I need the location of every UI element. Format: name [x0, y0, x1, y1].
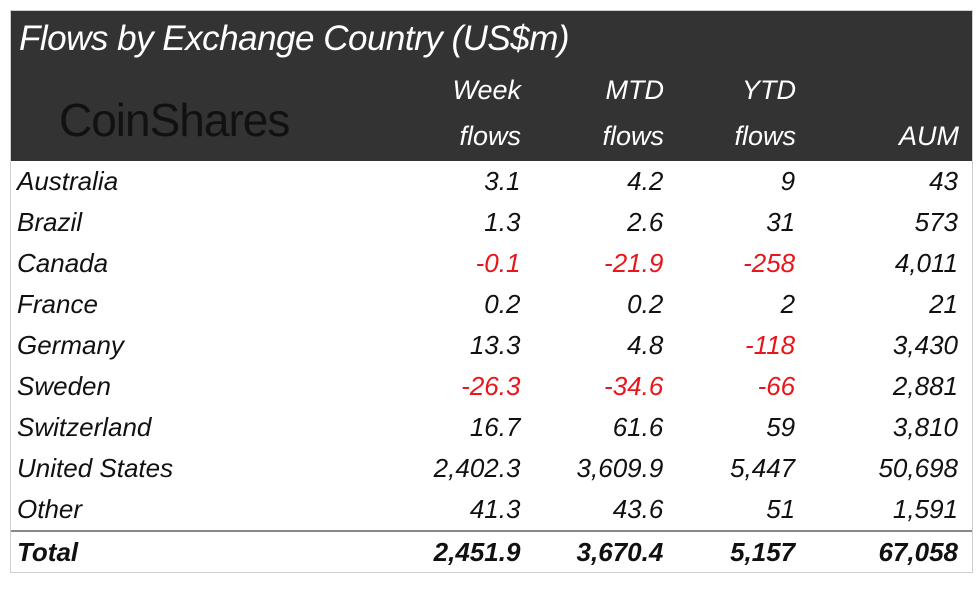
table-title: Flows by Exchange Country (US$m)	[19, 19, 570, 58]
header-week-line2: flows	[459, 121, 521, 151]
aum-cell: 1,591	[892, 494, 958, 524]
country-cell: France	[17, 289, 98, 319]
mtd-flows-cell: 61.6	[612, 412, 664, 442]
mtd-flows-cell: 2.6	[627, 207, 664, 237]
ytd-flows-cell: 51	[766, 494, 796, 524]
aum-cell: 4,011	[894, 248, 958, 278]
header-ytd-line1: YTD	[742, 75, 796, 105]
country-cell: Brazil	[17, 207, 83, 237]
table-row: France 0.2 0.2 2 21	[11, 284, 972, 325]
table-row: Germany 13.3 4.8 -118 3,430	[11, 325, 972, 366]
table-row: Australia 3.1 4.2 9 43	[11, 161, 972, 202]
table-row: United States 2,402.3 3,609.9 5,447 50,698	[11, 448, 972, 489]
ytd-flows-cell: -66	[757, 371, 796, 401]
ytd-flows-cell: 9	[780, 166, 796, 196]
country-cell: Germany	[17, 330, 124, 360]
aum-cell: 67,058	[795, 530, 972, 572]
aum-cell: 573	[914, 207, 958, 237]
week-flows-cell: -26.3	[461, 371, 521, 401]
header-mtd-line2: flows	[602, 121, 664, 151]
country-cell: United States	[17, 453, 174, 483]
week-flows-cell: 41.3	[469, 494, 521, 524]
country-cell: Australia	[17, 166, 119, 196]
total-row: Total 2,451.9 3,670.4 5,157 67,058	[11, 530, 972, 572]
week-flows-cell: 3.1	[484, 166, 521, 196]
country-cell: Switzerland	[17, 412, 152, 442]
week-flows-cell: 13.3	[469, 330, 521, 360]
mtd-flows-cell: 43.6	[612, 494, 664, 524]
mtd-flows-cell: 4.2	[627, 166, 664, 196]
week-flows-cell: 0.2	[484, 289, 521, 319]
ytd-flows-cell: 5,157	[663, 530, 796, 572]
mtd-flows-cell: 0.2	[627, 289, 664, 319]
table-row: Other 41.3 43.6 51 1,591	[11, 489, 972, 531]
flows-table: Australia 3.1 4.2 9 43 Brazil 1.3 2.6 31 573 Canad…	[11, 161, 972, 572]
mtd-flows-cell: -34.6	[604, 371, 664, 401]
table-row: Switzerland 16.7 61.6 59 3,810	[11, 407, 972, 448]
header-mtd-line1: MTD	[605, 75, 664, 105]
week-flows-cell: 1.3	[484, 207, 521, 237]
country-cell: Canada	[17, 248, 109, 278]
country-cell: Sweden	[17, 371, 111, 401]
table-row: Canada -0.1 -21.9 -258 4,011	[11, 243, 972, 284]
week-flows-cell: -0.1	[475, 248, 521, 278]
coinshares-logo: CoinShares	[59, 94, 290, 146]
header-week-line1: Week	[452, 75, 521, 105]
mtd-flows-cell: -21.9	[604, 248, 664, 278]
country-cell: Total	[11, 530, 381, 572]
table-header: Flows by Exchange Country (US$m) CoinSha…	[11, 11, 972, 161]
ytd-flows-cell: -258	[743, 248, 796, 278]
ytd-flows-cell: 2	[780, 289, 796, 319]
header-ytd-line2: flows	[734, 121, 796, 151]
week-flows-cell: 2,402.3	[433, 453, 521, 483]
table-row: Brazil 1.3 2.6 31 573	[11, 202, 972, 243]
aum-cell: 50,698	[878, 453, 958, 483]
aum-cell: 2,881	[892, 371, 958, 401]
flows-table-panel: Flows by Exchange Country (US$m) CoinSha…	[10, 10, 973, 573]
ytd-flows-cell: 5,447	[730, 453, 796, 483]
mtd-flows-cell: 3,670.4	[520, 530, 664, 572]
aum-cell: 43	[929, 166, 958, 196]
country-cell: Other	[17, 494, 83, 524]
table-row: Sweden -26.3 -34.6 -66 2,881	[11, 366, 972, 407]
ytd-flows-cell: 31	[766, 207, 796, 237]
aum-cell: 3,430	[892, 330, 958, 360]
week-flows-cell: 16.7	[469, 412, 521, 442]
aum-cell: 3,810	[892, 412, 958, 442]
aum-cell: 21	[929, 289, 958, 319]
mtd-flows-cell: 3,609.9	[576, 453, 664, 483]
ytd-flows-cell: -118	[745, 330, 796, 360]
header-aum: AUM	[899, 121, 959, 151]
ytd-flows-cell: 59	[766, 412, 796, 442]
mtd-flows-cell: 4.8	[627, 330, 664, 360]
week-flows-cell: 2,451.9	[380, 530, 521, 572]
